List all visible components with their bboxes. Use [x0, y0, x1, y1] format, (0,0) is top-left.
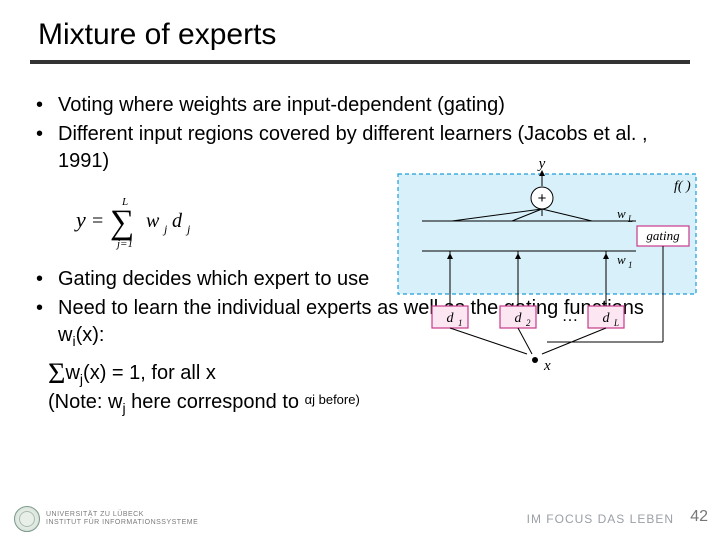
- svg-text:gating: gating: [646, 228, 680, 243]
- svg-text:L: L: [613, 318, 619, 328]
- bullet-item: Voting where weights are input-dependent…: [36, 92, 690, 119]
- university-seal-icon: [14, 506, 40, 532]
- svg-text:w: w: [146, 210, 160, 232]
- note-line: (Note: wj here correspond to αj before): [48, 391, 690, 416]
- svg-text:w: w: [617, 206, 626, 221]
- svg-text:f( ): f( ): [674, 179, 691, 194]
- svg-text:=: =: [92, 210, 103, 232]
- svg-text:+: +: [538, 190, 547, 207]
- svg-text:1: 1: [458, 318, 463, 328]
- title-underline: [30, 60, 690, 64]
- page-number: 42: [690, 508, 708, 526]
- svg-text:j=1: j=1: [115, 238, 133, 250]
- svg-text:y: y: [74, 207, 86, 232]
- svg-text:1: 1: [628, 260, 633, 270]
- slide-title: Mixture of experts: [38, 18, 690, 52]
- svg-text:w: w: [617, 252, 626, 267]
- svg-text:∑: ∑: [110, 204, 134, 241]
- svg-text:d: d: [603, 311, 611, 326]
- svg-text:L: L: [627, 214, 633, 224]
- svg-text:…: …: [562, 308, 578, 325]
- institution-text: UNIVERSITÄT ZU LÜBECK INSTITUT FÜR INFOR…: [46, 511, 198, 526]
- svg-text:y: y: [537, 156, 546, 172]
- footer-left: UNIVERSITÄT ZU LÜBECK INSTITUT FÜR INFOR…: [14, 506, 198, 532]
- svg-text:d: d: [515, 311, 523, 326]
- svg-text:d: d: [172, 210, 183, 232]
- footer: UNIVERSITÄT ZU LÜBECK INSTITUT FÜR INFOR…: [0, 500, 720, 534]
- footer-motto: IM FOCUS DAS LEBEN: [527, 512, 674, 526]
- svg-text:x: x: [543, 358, 551, 374]
- architecture-diagram: y f( ) + gating w L w 1: [392, 156, 702, 376]
- svg-text:d: d: [447, 311, 455, 326]
- svg-text:2: 2: [526, 318, 531, 328]
